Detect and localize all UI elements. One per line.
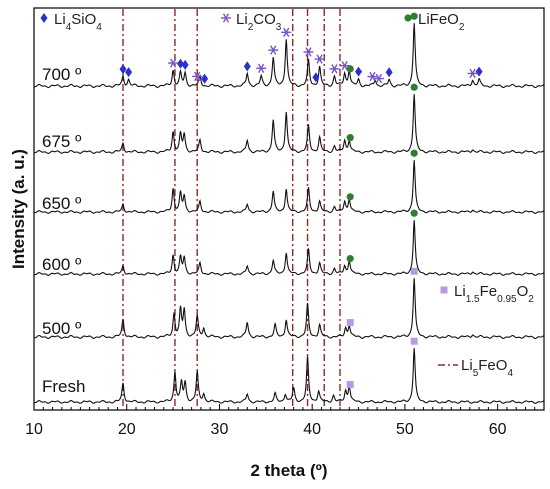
legend-asterisk-label-part: CO: [253, 11, 276, 28]
asterisk-marker: [281, 27, 292, 37]
x-tick-label: 60: [489, 421, 507, 438]
legend-diamond-label-part: 4: [66, 22, 72, 33]
square-legend-marker: [440, 286, 448, 294]
asterisk-marker-stroke: [341, 61, 348, 71]
circle-legend-marker: [404, 14, 412, 22]
reference-legend-label-part: 5: [473, 368, 479, 379]
series-label: 700 º: [42, 65, 81, 84]
asterisk-marker: [303, 47, 314, 57]
diamond-marker: [177, 58, 185, 69]
x-tick-label: 20: [118, 421, 136, 438]
legend-diamond-label-part: 4: [96, 22, 102, 33]
diamond-marker: [475, 66, 483, 77]
circle-marker: [346, 254, 354, 263]
legend-diamond-label: Li4SiO4: [54, 11, 102, 33]
series-label: 650 º: [42, 194, 81, 213]
asterisk-marker-stroke: [375, 73, 383, 84]
pattern-line: [33, 94, 545, 154]
x-tick-label: 50: [396, 421, 414, 438]
asterisk-marker-stroke: [369, 71, 376, 82]
x-tick-label: 10: [25, 421, 43, 438]
reference-legend-label-part: 4: [507, 368, 513, 379]
reference-legend-label-part: FeO: [478, 357, 507, 374]
series-label: Fresh: [42, 377, 85, 396]
reference-legend-label-base: Li: [461, 357, 473, 374]
legend-asterisk-label-part: 3: [276, 22, 282, 33]
legend-asterisk-label-part: 2: [248, 22, 254, 33]
diamond-legend-marker: [40, 13, 48, 23]
series-label: 600 º: [42, 255, 81, 274]
circle-marker: [346, 193, 354, 201]
legend-square-label-part: 1.5: [466, 294, 480, 305]
circle-marker: [410, 209, 418, 217]
y-axis-title: Intensity (a. u.): [9, 149, 28, 269]
asterisk-marker: [168, 58, 179, 68]
asterisk-marker-stroke: [194, 71, 201, 82]
diamond-marker: [312, 72, 320, 83]
diamond-marker: [385, 67, 393, 78]
legend-square-label-part: 0.95: [497, 294, 517, 305]
asterisk-marker-stroke: [305, 47, 312, 57]
legend-circle-label: LiFeO2: [418, 11, 465, 33]
asterisk-marker: [314, 54, 325, 64]
reference-legend-label: Li5FeO4: [461, 357, 513, 379]
legend-circle-label-part: 2: [459, 22, 465, 33]
legend-diamond-label-part: SiO: [71, 11, 96, 28]
asterisk-marker-stroke: [169, 58, 177, 68]
legend-asterisk-label-base: Li: [236, 11, 248, 28]
circle-marker: [346, 65, 354, 73]
legend-circle-label-base: LiFeO: [418, 11, 459, 28]
asterisk-marker: [329, 64, 340, 74]
legend-asterisk-label: Li2CO3: [236, 11, 282, 33]
asterisk-marker: [339, 61, 350, 71]
asterisk-marker-stroke: [270, 45, 277, 55]
x-tick-label: 40: [303, 421, 321, 438]
series-label: 500 º: [42, 319, 81, 338]
asterisk-legend-marker-stroke: [222, 13, 230, 23]
asterisk-legend-marker: [221, 13, 231, 23]
asterisk-marker-stroke: [469, 68, 476, 79]
asterisk-marker-stroke: [258, 63, 265, 73]
asterisk-marker-stroke: [331, 64, 338, 74]
legend-square-label-part: O: [517, 283, 529, 300]
pattern-line: [33, 23, 545, 89]
legend-diamond-label-base: Li: [54, 11, 66, 28]
legend-square-label-part: Fe: [480, 283, 498, 300]
square-marker: [410, 267, 418, 275]
legend-square-label: Li1.5Fe0.95O2: [454, 283, 534, 305]
pattern-line: [33, 160, 545, 214]
asterisk-marker: [373, 73, 384, 84]
asterisk-marker-stroke: [283, 27, 290, 37]
diamond-marker: [201, 73, 209, 84]
circle-marker: [346, 134, 354, 142]
circle-marker: [410, 149, 418, 157]
x-tick-label: 30: [211, 421, 229, 438]
circle-marker: [410, 83, 418, 91]
asterisk-marker: [467, 68, 478, 79]
pattern-line: [33, 348, 545, 404]
asterisk-marker-stroke: [316, 54, 323, 64]
x-axis-title: 2 theta (º): [250, 461, 327, 480]
square-marker: [346, 319, 354, 327]
asterisk-marker: [192, 71, 203, 82]
plot-frame: [33, 7, 545, 411]
diamond-marker: [243, 61, 251, 72]
diamond-marker: [181, 59, 189, 70]
legend-square-label-base: Li: [454, 283, 466, 300]
asterisk-marker: [268, 45, 279, 55]
asterisk-marker: [367, 71, 378, 82]
diamond-marker: [355, 66, 363, 77]
pattern-line: [33, 220, 545, 276]
legend-square-label-part: 2: [528, 294, 534, 305]
asterisk-marker: [256, 63, 267, 73]
pattern-line: [33, 278, 545, 339]
diamond-marker: [119, 64, 127, 75]
square-marker: [346, 381, 354, 389]
circle-marker: [410, 12, 418, 20]
square-marker: [410, 337, 418, 345]
series-label: 675 º: [42, 132, 81, 151]
diamond-marker: [125, 67, 133, 78]
